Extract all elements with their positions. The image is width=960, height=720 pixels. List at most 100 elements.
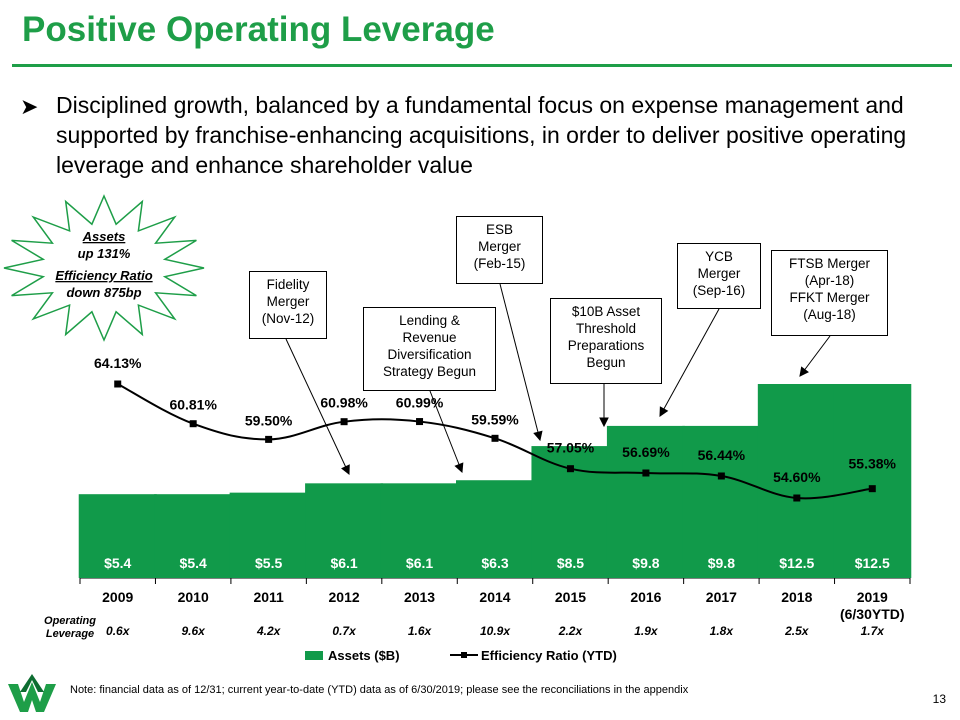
callout-line: YCB <box>705 249 733 264</box>
callout-line: Strategy Begun <box>382 364 477 379</box>
efficiency-marker-2018 <box>793 494 801 502</box>
efficiency-label: 57.05% <box>547 440 595 456</box>
operating-leverage-value: 9.6x <box>182 624 207 638</box>
efficiency-marker-2014 <box>491 434 499 442</box>
callout-ftsb-ffkt-merger: FTSB Merger (Apr-18) FFKT Merger (Aug-18… <box>771 250 888 336</box>
bar-assets-2011 <box>229 492 308 578</box>
efficiency-label: 60.99% <box>396 395 444 411</box>
callout-line: (Nov-12) <box>261 311 315 326</box>
bar-label: $5.4 <box>104 555 131 571</box>
efficiency-marker-2015 <box>566 465 574 473</box>
callout-line: Preparations <box>567 338 645 353</box>
efficiency-marker-2019 <box>868 485 876 493</box>
x-tick-label: 2015 <box>555 589 586 605</box>
arrow-threshold-head <box>599 417 609 428</box>
efficiency-marker-2009 <box>114 380 122 388</box>
callout-line: (Aug-18) <box>803 307 856 322</box>
arrow-fidelity-head <box>341 464 350 476</box>
operating-leverage-value: 2.5x <box>784 624 810 638</box>
operating-leverage-label-2: Leverage <box>46 628 94 640</box>
arrow-esb-head <box>533 430 543 442</box>
bar-assets-2009 <box>78 494 157 578</box>
efficiency-marker-2010 <box>189 420 197 428</box>
bar-assets-2018 <box>757 384 836 578</box>
bar-label: $9.8 <box>632 555 659 571</box>
callout-line: FFKT Merger <box>789 290 870 305</box>
operating-leverage-value: 4.2x <box>256 624 282 638</box>
arrow-fidelity <box>285 338 350 475</box>
legend-assets: Assets ($B) <box>328 648 400 663</box>
bar-assets-2019 <box>833 384 912 578</box>
operating-leverage-label-1: Operating <box>44 615 96 627</box>
callout-line: FTSB Merger <box>788 256 870 271</box>
callout-line: ESB <box>485 222 513 237</box>
callout-esb-merger: ESB Merger (Feb-15) <box>456 216 543 284</box>
bar-assets-2014 <box>456 480 534 578</box>
legend-line-marker <box>461 652 467 658</box>
efficiency-label: 56.44% <box>698 447 746 463</box>
operating-leverage-value: 0.6x <box>106 624 131 638</box>
starburst-line2: up 131% <box>78 246 131 261</box>
efficiency-label: 56.69% <box>622 444 670 460</box>
bar-assets-2012 <box>305 483 384 578</box>
bar-assets-2017 <box>682 425 761 578</box>
callout-line: Merger <box>697 266 741 281</box>
bar-label: $6.1 <box>406 555 433 571</box>
efficiency-label: 60.98% <box>320 395 368 411</box>
x-tick-label: 2013 <box>404 589 435 605</box>
legend-bar-swatch <box>305 651 323 660</box>
arrow-ycb <box>659 308 720 417</box>
callout-lending-strategy: Lending & Revenue Diversification Strate… <box>363 307 496 391</box>
efficiency-label: 64.13% <box>94 355 142 371</box>
arrow-lending-head <box>454 462 464 474</box>
efficiency-marker-2013 <box>416 418 424 426</box>
bullet-arrow-icon: ➤ <box>20 94 39 119</box>
efficiency-label: 59.59% <box>471 411 519 427</box>
x-tick-label: 2012 <box>329 589 360 605</box>
legend-efficiency: Efficiency Ratio (YTD) <box>481 648 617 663</box>
footnote: Note: financial data as of 12/31; curren… <box>70 684 689 696</box>
callout-line: Merger <box>478 239 521 254</box>
bar-label: $9.8 <box>708 555 735 571</box>
efficiency-marker-2016 <box>642 469 650 477</box>
arrow-esb <box>499 283 541 441</box>
x-tick-label: 2009 <box>102 589 133 605</box>
arrow-ftsb-head <box>799 366 809 377</box>
title-divider <box>12 64 952 67</box>
x-tick-label: 2019 <box>857 589 888 605</box>
callout-line: (Apr-18) <box>804 273 855 288</box>
bar-label: $8.5 <box>557 555 584 571</box>
bar-assets-2016 <box>606 425 685 578</box>
operating-leverage-value: 10.9x <box>480 624 511 638</box>
x-tick-label: 2014 <box>479 589 510 605</box>
callout-10b-threshold: $10B Asset Threshold Preparations Begun <box>550 298 662 384</box>
bar-label: $12.5 <box>779 555 814 571</box>
bar-assets-2013 <box>380 483 459 578</box>
bar-label: $12.5 <box>855 555 890 571</box>
bar-label: $6.1 <box>330 555 357 571</box>
starburst-line3: Efficiency Ratio <box>55 268 152 283</box>
operating-leverage-value: 2.2x <box>558 624 584 638</box>
callout-line: Diversification <box>387 347 472 362</box>
starburst-shape <box>3 194 205 342</box>
x-tick-label: 2010 <box>178 589 209 605</box>
callout-fidelity-merger: Fidelity Merger (Nov-12) <box>249 271 327 339</box>
bar-label: $6.3 <box>481 555 508 571</box>
x-tick-label: 2016 <box>630 589 661 605</box>
operating-leverage-value: 1.9x <box>634 624 659 638</box>
x-tick-label: 2011 <box>253 589 284 605</box>
operating-leverage-value: 0.7x <box>332 624 357 638</box>
callout-line: (Sep-16) <box>692 283 746 298</box>
efficiency-label: 54.60% <box>773 469 821 485</box>
efficiency-label: 59.50% <box>245 412 293 428</box>
arrow-lending <box>429 390 463 473</box>
starburst-line1: Assets <box>82 229 126 244</box>
x-tick-label: 2018 <box>781 589 812 605</box>
page-title: Positive Operating Leverage <box>22 10 495 49</box>
operating-leverage-value: 1.7x <box>861 624 886 638</box>
bar-label: $5.5 <box>255 555 282 571</box>
callout-line: $10B Asset <box>571 304 641 319</box>
efficiency-marker-2017 <box>717 472 725 480</box>
operating-leverage-value: 1.6x <box>408 624 433 638</box>
